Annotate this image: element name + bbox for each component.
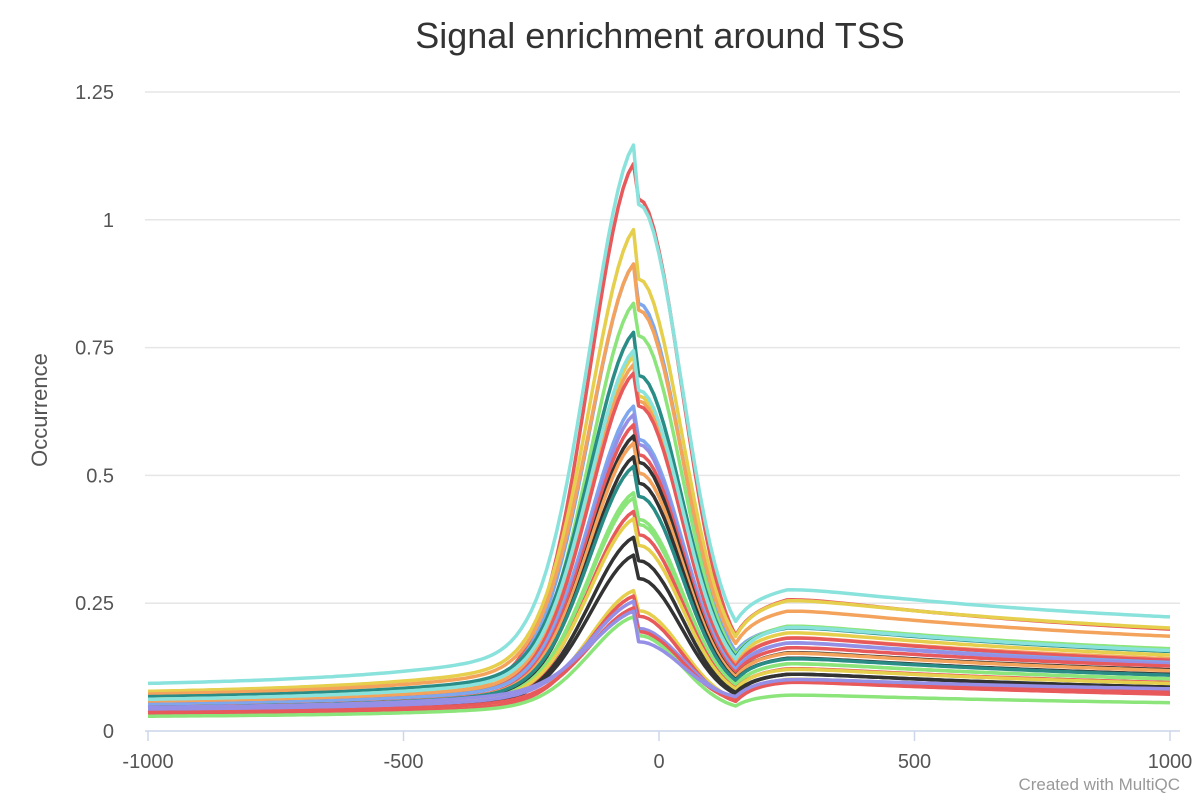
series-line-sample-11[interactable]: [147, 348, 1171, 702]
credit-text[interactable]: Created with MultiQC: [1018, 775, 1180, 794]
x-tick-label: 0: [653, 751, 664, 773]
series-line-sample-05[interactable]: [147, 262, 1171, 696]
x-tick-label: -500: [383, 751, 423, 773]
y-tick-label: 0.75: [75, 338, 114, 360]
y-axis-label: Occurrence: [27, 353, 52, 467]
y-tick-label: 0.5: [86, 465, 114, 487]
series-line-sample-18[interactable]: [147, 464, 1171, 709]
series-line-sample-03[interactable]: [147, 227, 1171, 694]
x-tick-label: -1000: [122, 751, 173, 773]
y-tick-labels: 0 0.25 0.5 0.75 1 1.25: [75, 82, 114, 743]
series-line-sample-29[interactable]: [148, 614, 1171, 718]
series-line-sample-02[interactable]: [147, 143, 1171, 686]
x-tick-labels: -1000 -500 0 500 1000: [122, 731, 1192, 773]
x-tick-label: 1000: [1148, 751, 1193, 773]
y-tick-label: 0.25: [75, 593, 114, 615]
y-tick-label: 1: [103, 210, 114, 232]
series-line-sample-30[interactable]: [147, 609, 1171, 709]
series-line-sample-28[interactable]: [147, 606, 1171, 715]
series-lines: [147, 143, 1171, 718]
y-tick-label: 0: [103, 721, 114, 743]
grid-lines: [145, 91, 1180, 604]
chart-title: Signal enrichment around TSS: [415, 15, 905, 56]
x-tick-label: 500: [898, 751, 931, 773]
y-tick-label: 1.25: [75, 82, 114, 104]
